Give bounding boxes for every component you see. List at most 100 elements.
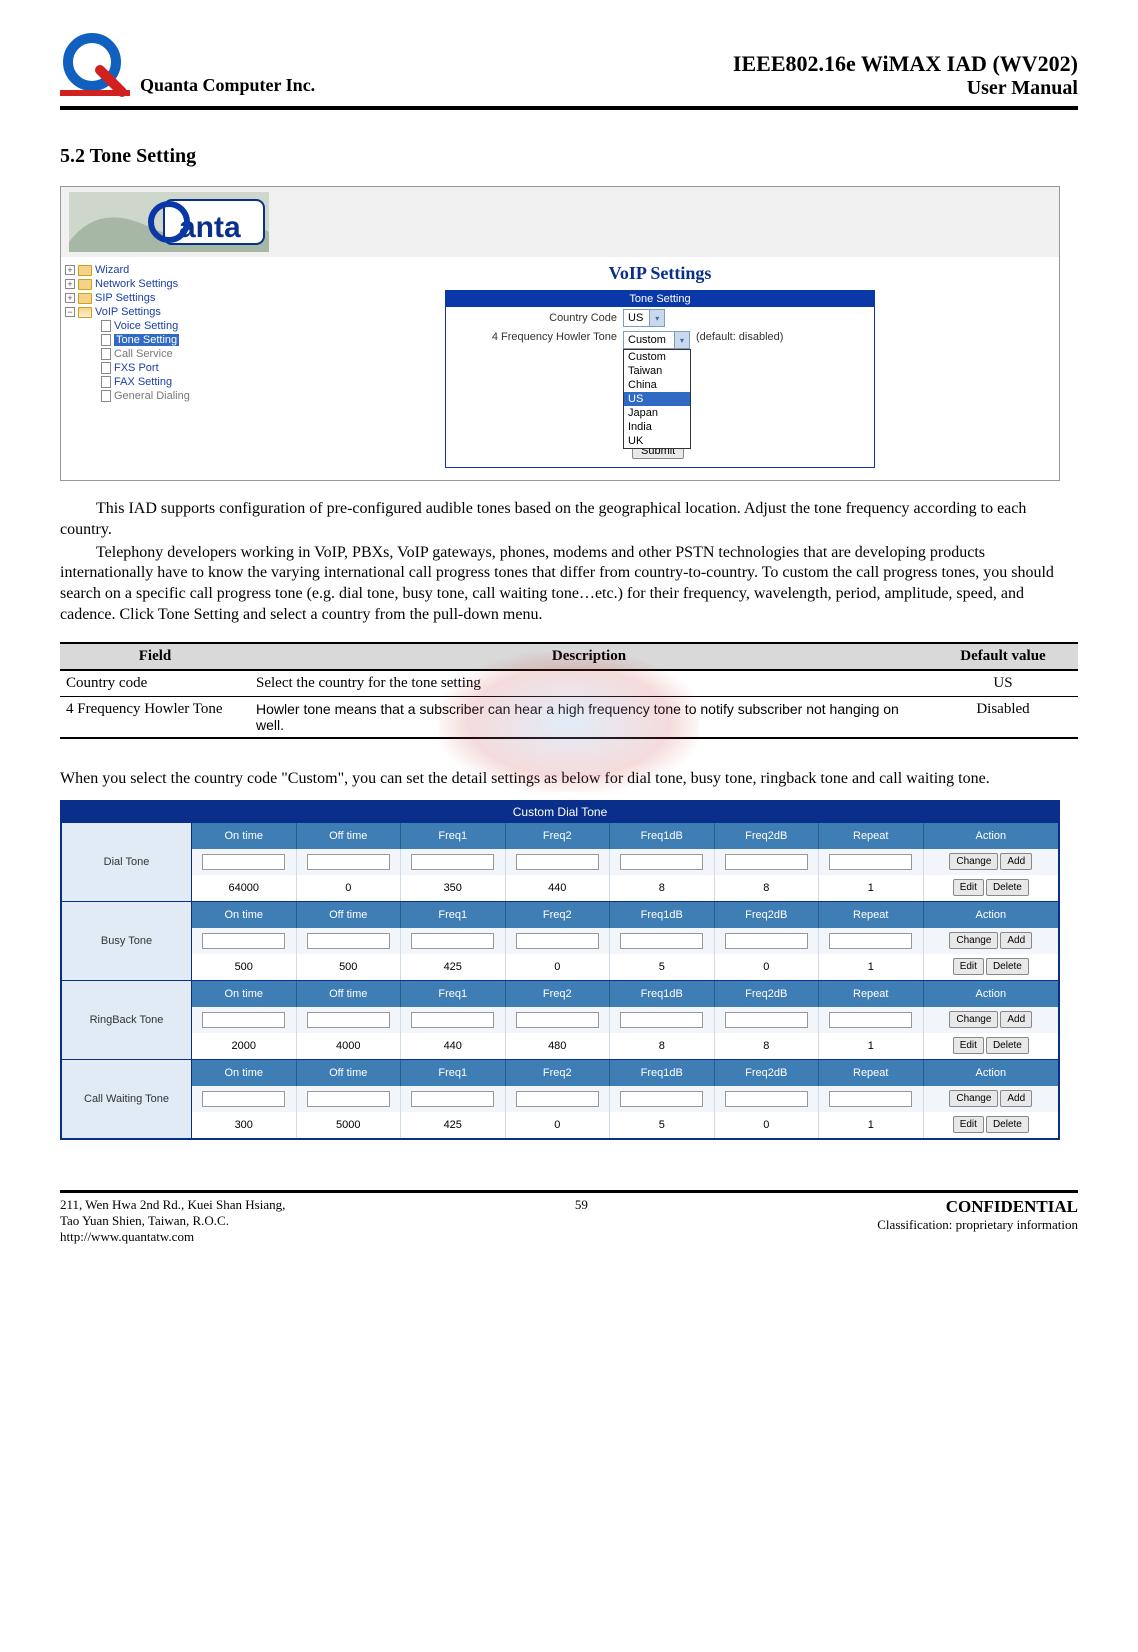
tone-input[interactable] [307,1091,390,1107]
tone-input[interactable] [202,854,285,870]
para-2: When you select the country code "Custom… [60,769,1078,790]
tone-input[interactable] [620,1091,703,1107]
cell-default: Disabled [928,696,1078,738]
tone-value-cell: 8 [715,1033,820,1059]
tone-value-cell: 480 [506,1033,611,1059]
col-field: Field [60,643,250,670]
col-default: Default value [928,643,1078,670]
change-button[interactable]: Change [949,853,998,870]
delete-button[interactable]: Delete [986,1037,1029,1054]
delete-button[interactable]: Delete [986,958,1029,975]
nav-fax[interactable]: FAX Setting [114,376,172,388]
tone-input[interactable] [307,933,390,949]
tone-input[interactable] [411,854,494,870]
tone-input[interactable] [307,854,390,870]
file-icon [101,348,111,360]
nav-voip[interactable]: VoIP Settings [95,306,161,318]
dropdown-option[interactable]: Taiwan [624,364,690,378]
tone-col-header: Action [924,823,1059,849]
edit-button[interactable]: Edit [953,1116,984,1133]
tone-input[interactable] [620,1012,703,1028]
dropdown-option[interactable]: Japan [624,406,690,420]
freq-howler-value: Custom [624,334,674,346]
tone-values-row: 30050004250501EditDelete [192,1112,1058,1138]
tone-input[interactable] [725,854,808,870]
field-description-table: Field Description Default value Country … [60,642,1078,739]
change-button[interactable]: Change [949,1011,998,1028]
footer-confidential: CONFIDENTIAL [877,1197,1078,1217]
expand-icon[interactable]: + [65,293,75,303]
tone-input[interactable] [725,933,808,949]
country-code-value: US [624,312,649,324]
nav-network[interactable]: Network Settings [95,278,178,290]
tone-input[interactable] [202,1012,285,1028]
tone-input[interactable] [516,854,599,870]
tone-input[interactable] [829,1012,912,1028]
tone-input[interactable] [516,1012,599,1028]
tone-value-cell: 1 [819,1033,924,1059]
delete-button[interactable]: Delete [986,879,1029,896]
dropdown-option[interactable]: China [624,378,690,392]
tone-input[interactable] [829,854,912,870]
dropdown-option[interactable]: UK [624,434,690,448]
nav-voice[interactable]: Voice Setting [114,320,178,332]
nav-wizard[interactable]: Wizard [95,264,129,276]
doc-title-line1: IEEE802.16e WiMAX IAD (WV202) [733,51,1078,77]
tone-input[interactable] [829,1091,912,1107]
tone-value-cell: 0 [506,954,611,980]
nav-sip[interactable]: SIP Settings [95,292,155,304]
tone-input[interactable] [725,1091,808,1107]
tone-value-cell: 4000 [297,1033,402,1059]
tone-value-cell: 440 [506,875,611,901]
file-icon [101,362,111,374]
edit-button[interactable]: Edit [953,1037,984,1054]
tone-input[interactable] [829,933,912,949]
collapse-icon[interactable]: − [65,307,75,317]
tone-input[interactable] [620,933,703,949]
freq-aux-text: (default: disabled) [696,331,783,343]
change-button[interactable]: Change [949,1090,998,1107]
nav-general[interactable]: General Dialing [114,390,190,402]
tone-col-header: Freq2dB [715,902,820,928]
cell-desc: Select the country for the tone setting [250,670,928,697]
tone-value-cell: 0 [715,1112,820,1138]
tone-input[interactable] [202,933,285,949]
tone-col-header: Freq1 [401,823,506,849]
dropdown-option-selected[interactable]: US [624,392,690,406]
expand-icon[interactable]: + [65,265,75,275]
add-button[interactable]: Add [1000,1011,1032,1028]
tone-input-row: ChangeAdd [192,928,1058,954]
tone-input[interactable] [307,1012,390,1028]
expand-icon[interactable]: + [65,279,75,289]
tone-group-label: Dial Tone [62,823,192,901]
change-button[interactable]: Change [949,932,998,949]
tone-input[interactable] [202,1091,285,1107]
add-button[interactable]: Add [1000,853,1032,870]
tone-input[interactable] [411,933,494,949]
tone-input[interactable] [411,1012,494,1028]
nav-fxs[interactable]: FXS Port [114,362,159,374]
tone-input[interactable] [516,933,599,949]
tone-group: Call Waiting ToneOn timeOff timeFreq1Fre… [62,1059,1058,1138]
freq-howler-select[interactable]: Custom ▾ Custom Taiwan China US Japan In… [623,331,690,349]
edit-button[interactable]: Edit [953,958,984,975]
tone-input[interactable] [411,1091,494,1107]
dropdown-option[interactable]: India [624,420,690,434]
doc-header: Quanta Computer Inc. IEEE802.16e WiMAX I… [60,30,1078,110]
tone-input[interactable] [725,1012,808,1028]
tone-input[interactable] [620,854,703,870]
field-table-wrapper: Field Description Default value Country … [60,642,1078,739]
nav-call[interactable]: Call Service [114,348,173,360]
footer-right: CONFIDENTIAL Classification: proprietary… [877,1197,1078,1245]
tone-input[interactable] [516,1091,599,1107]
edit-button[interactable]: Edit [953,879,984,896]
nav-tone-selected[interactable]: Tone Setting [114,334,179,346]
delete-button[interactable]: Delete [986,1116,1029,1133]
tone-col-header: Freq2 [506,823,611,849]
add-button[interactable]: Add [1000,932,1032,949]
add-button[interactable]: Add [1000,1090,1032,1107]
tone-col-header: Repeat [819,902,924,928]
tone-col-header: Repeat [819,1060,924,1086]
country-code-select[interactable]: US ▾ [623,309,665,327]
dropdown-option[interactable]: Custom [624,350,690,364]
